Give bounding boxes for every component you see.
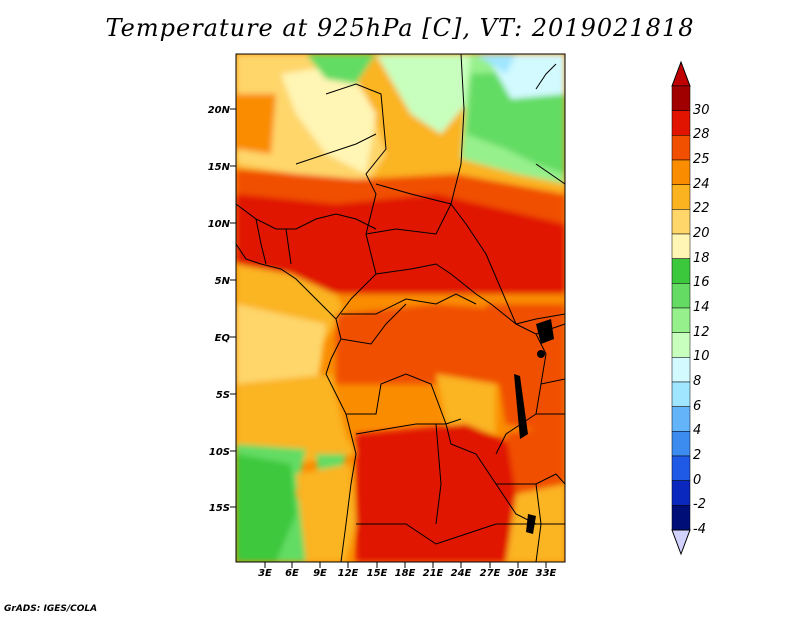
lon-label-12e: 12E xyxy=(337,568,359,579)
colorbar-label: 12 xyxy=(693,324,710,340)
lon-label-27e: 27E xyxy=(479,568,501,579)
colorbar-swatch xyxy=(671,381,691,407)
lakes xyxy=(514,319,554,534)
colorbar-label: 6 xyxy=(693,398,702,414)
colorbar-label: 25 xyxy=(693,152,710,167)
lat-label-10n: 10N xyxy=(207,219,230,230)
colorbar-label: 18 xyxy=(693,250,710,266)
colorbar-label: 14 xyxy=(693,300,710,315)
lon-label-15e: 15E xyxy=(366,568,388,579)
colorbar-label: 22 xyxy=(693,201,710,217)
colorbar-swatch xyxy=(671,406,691,432)
colorbar-label: 16 xyxy=(693,275,710,291)
lon-label-9e: 9E xyxy=(313,568,327,579)
colorbar-swatch xyxy=(671,357,691,383)
colorbar-swatch xyxy=(671,258,691,284)
lat-label-eq: EQ xyxy=(214,333,230,344)
colorbar-label: 10 xyxy=(693,349,710,365)
grads-credit: GrADS: IGES/COLA xyxy=(4,604,98,614)
colorbar-swatch xyxy=(671,307,691,333)
colorbar-label: 28 xyxy=(693,127,710,143)
colorbar-label: 30 xyxy=(693,102,710,118)
colorbar-swatch xyxy=(671,184,691,210)
colorbar-swatch xyxy=(671,159,691,185)
temperature-field xyxy=(236,54,565,562)
colorbar-swatch xyxy=(671,480,691,506)
colorbar-top-arrow xyxy=(671,60,691,87)
lat-label-15n: 15N xyxy=(207,162,230,173)
lat-label-10s: 10S xyxy=(208,447,230,458)
lon-label-30e: 30E xyxy=(507,568,529,579)
temperature-map xyxy=(236,54,565,562)
lat-label-15s: 15S xyxy=(208,503,230,514)
lat-label-5n: 5N xyxy=(214,276,230,287)
lon-label-18e: 18E xyxy=(394,568,416,579)
colorbar-swatch xyxy=(671,209,691,235)
chart-title: Temperature at 925hPa [C], VT: 201902181… xyxy=(105,14,695,42)
colorbar-label: 24 xyxy=(693,176,710,192)
map-axes xyxy=(230,53,566,568)
colorbar-swatch xyxy=(671,233,691,259)
colorbar-swatch xyxy=(671,332,691,358)
colorbar-swatch xyxy=(671,110,691,136)
lat-label-20n: 20N xyxy=(207,105,230,116)
colorbar-swatch xyxy=(671,431,691,457)
lon-label-6e: 6E xyxy=(285,568,299,579)
colorbar-swatch xyxy=(671,135,691,161)
lon-label-21e: 21E xyxy=(422,568,444,579)
lon-label-33e: 33E xyxy=(535,568,557,579)
colorbar-swatch xyxy=(671,85,691,111)
colorbar-label: -4 xyxy=(693,522,706,537)
colorbar-label: 4 xyxy=(693,423,702,439)
lat-label-5s: 5S xyxy=(215,390,230,401)
lon-label-24e: 24E xyxy=(450,568,472,579)
colorbar-label: -2 xyxy=(693,497,706,513)
colorbar-bottom-arrow xyxy=(671,529,691,556)
colorbar-label: 0 xyxy=(693,472,702,488)
lon-label-3e: 3E xyxy=(258,568,272,579)
colorbar-label: 20 xyxy=(693,226,710,241)
colorbar-swatch xyxy=(671,505,691,531)
colorbar-label: 8 xyxy=(693,374,702,389)
country-borders xyxy=(236,54,565,562)
colorbar-swatch xyxy=(671,455,691,481)
colorbar-label: 2 xyxy=(693,448,702,463)
colorbar-swatch xyxy=(671,283,691,309)
colorbar xyxy=(671,60,691,556)
